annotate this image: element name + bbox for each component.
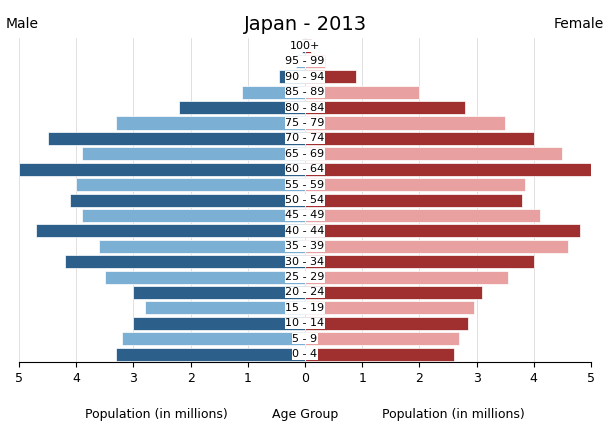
- Bar: [305, 286, 483, 299]
- Bar: [242, 86, 305, 99]
- Bar: [305, 348, 454, 361]
- Bar: [71, 193, 305, 207]
- Text: Female: Female: [554, 17, 604, 31]
- Text: Population (in millions): Population (in millions): [85, 408, 228, 421]
- Bar: [305, 332, 459, 345]
- Bar: [65, 255, 305, 268]
- Text: 90 - 94: 90 - 94: [285, 72, 325, 82]
- Bar: [305, 70, 356, 83]
- Text: 100+: 100+: [290, 41, 320, 51]
- Bar: [305, 55, 325, 68]
- Text: 15 - 19: 15 - 19: [285, 303, 325, 313]
- Bar: [305, 271, 508, 283]
- Text: 50 - 54: 50 - 54: [285, 195, 325, 205]
- Text: Male: Male: [6, 17, 39, 31]
- Bar: [302, 40, 305, 53]
- Bar: [99, 240, 305, 253]
- Bar: [305, 147, 562, 160]
- Bar: [279, 70, 305, 83]
- Text: 0 - 4: 0 - 4: [292, 349, 318, 359]
- Text: 75 - 79: 75 - 79: [285, 118, 325, 128]
- Text: 40 - 44: 40 - 44: [285, 226, 325, 236]
- Text: 80 - 84: 80 - 84: [285, 103, 325, 113]
- Bar: [305, 240, 568, 253]
- Bar: [117, 116, 305, 130]
- Text: 55 - 59: 55 - 59: [285, 180, 325, 190]
- Bar: [305, 193, 522, 207]
- Bar: [305, 255, 534, 268]
- Bar: [305, 209, 539, 222]
- Bar: [305, 178, 525, 191]
- Bar: [305, 86, 420, 99]
- Bar: [305, 116, 505, 130]
- Text: 20 - 24: 20 - 24: [285, 287, 325, 298]
- Text: Age Group: Age Group: [272, 408, 338, 421]
- Bar: [305, 40, 310, 53]
- Bar: [82, 209, 305, 222]
- Bar: [134, 286, 305, 299]
- Bar: [122, 332, 305, 345]
- Text: 30 - 34: 30 - 34: [285, 257, 325, 266]
- Text: 5 - 9: 5 - 9: [292, 334, 318, 344]
- Bar: [305, 101, 465, 114]
- Bar: [145, 301, 305, 314]
- Bar: [305, 317, 468, 330]
- Text: 60 - 64: 60 - 64: [285, 164, 325, 174]
- Bar: [179, 101, 305, 114]
- Bar: [296, 55, 305, 68]
- Bar: [76, 178, 305, 191]
- Bar: [19, 163, 305, 176]
- Title: Japan - 2013: Japan - 2013: [243, 15, 367, 34]
- Bar: [82, 147, 305, 160]
- Bar: [305, 224, 580, 238]
- Text: 95 - 99: 95 - 99: [285, 57, 325, 66]
- Text: 70 - 74: 70 - 74: [285, 133, 325, 144]
- Bar: [305, 301, 474, 314]
- Text: 85 - 89: 85 - 89: [285, 87, 325, 97]
- Text: 45 - 49: 45 - 49: [285, 210, 325, 221]
- Bar: [105, 271, 305, 283]
- Text: 65 - 69: 65 - 69: [285, 149, 325, 159]
- Bar: [117, 348, 305, 361]
- Bar: [36, 224, 305, 238]
- Text: 35 - 39: 35 - 39: [285, 241, 325, 251]
- Text: Population (in millions): Population (in millions): [382, 408, 525, 421]
- Bar: [305, 132, 534, 145]
- Bar: [134, 317, 305, 330]
- Bar: [48, 132, 305, 145]
- Text: 10 - 14: 10 - 14: [285, 318, 325, 328]
- Text: 25 - 29: 25 - 29: [285, 272, 325, 282]
- Bar: [305, 163, 591, 176]
